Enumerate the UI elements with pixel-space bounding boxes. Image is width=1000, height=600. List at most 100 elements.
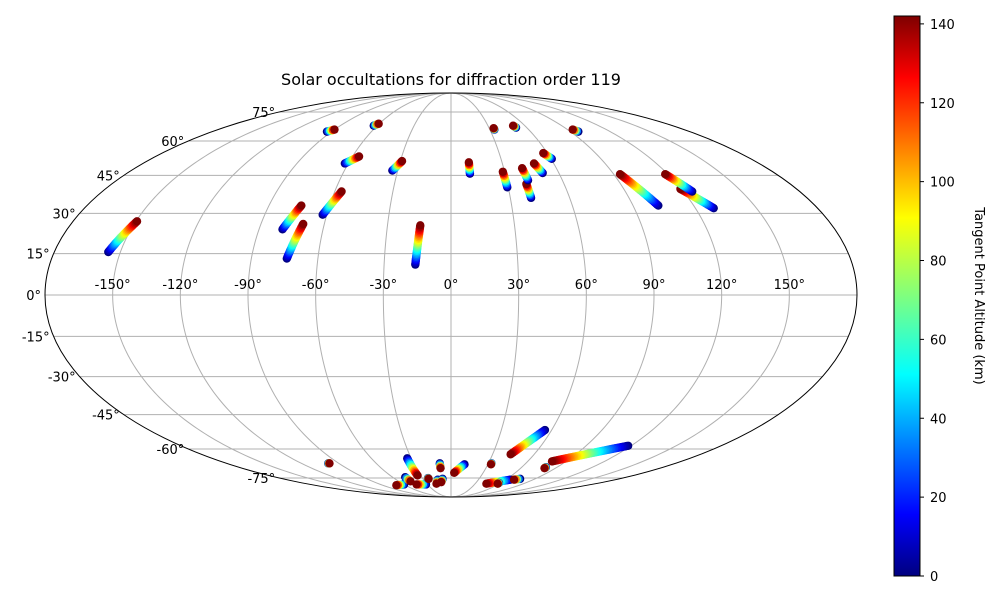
longitude-tick-label: -150° (95, 278, 131, 293)
occultation-track (340, 152, 364, 168)
lon-gridline (450, 93, 520, 497)
occultation-point (413, 471, 422, 480)
longitude-tick-label: 30° (507, 278, 530, 293)
longitude-tick-label: -60° (302, 278, 330, 293)
occultation-point (506, 450, 515, 459)
latitude-tick-label: 30° (53, 207, 76, 222)
occultation-track (540, 463, 551, 473)
occultation-track (318, 187, 346, 219)
colorbar-tick-label: 80 (930, 255, 947, 270)
occultation-track (324, 459, 334, 468)
occultation-track (423, 473, 433, 484)
latitude-tick-label: -45° (92, 409, 120, 424)
occultation-track (411, 221, 425, 269)
map-grid (45, 93, 857, 497)
occultation-point (392, 481, 401, 490)
latitude-tick-label: 75° (252, 106, 275, 121)
occultation-point (486, 460, 496, 469)
occultation-track (435, 459, 445, 473)
latitude-labels: -75° -60° -45° -30° -15° 0° 15° 30° 45° 60° 75° (22, 106, 275, 487)
latitude-tick-label: 0° (26, 289, 41, 304)
occultation-point (615, 169, 625, 179)
occultation-point (354, 152, 364, 161)
occultation-point (482, 479, 491, 488)
occultation-point (412, 480, 421, 489)
lon-gridline (112, 93, 452, 497)
occultation-track (401, 472, 415, 486)
colorbar-tick-label: 100 (930, 176, 955, 191)
latitude-tick-label: 45° (97, 169, 120, 184)
occultation-track (388, 156, 407, 175)
occultation-point (437, 477, 446, 487)
colorbar (893, 15, 921, 577)
occultation-track (547, 441, 633, 466)
occultation-track (437, 474, 447, 487)
occultation-track (322, 125, 339, 136)
chart-title: Solar occultations for diffraction order… (281, 70, 621, 89)
longitude-tick-label: 60° (575, 278, 598, 293)
colorbar-ticks: 0 20 40 60 80 100 120 140 (920, 18, 955, 585)
map-boundary (44, 92, 858, 498)
lon-gridline (315, 93, 452, 497)
occultation-point (493, 479, 502, 488)
occultation-point (498, 167, 508, 176)
occultation-track (493, 478, 504, 488)
occultation-track (508, 121, 521, 132)
latitude-tick-label: -15° (22, 330, 50, 345)
longitude-tick-label: 0° (444, 278, 459, 293)
longitude-tick-label: 120° (706, 278, 737, 293)
occultation-point (436, 463, 445, 473)
longitude-tick-label: -120° (162, 278, 198, 293)
occultation-track (489, 124, 499, 134)
lon-gridline (450, 93, 790, 497)
longitude-tick-label: 90° (642, 278, 665, 293)
colorbar-tick-label: 20 (930, 491, 947, 506)
colorbar-tick-label: 0 (930, 570, 938, 585)
occultation-track (464, 158, 475, 178)
longitude-tick-label: 150° (774, 278, 805, 293)
occultation-point (450, 468, 459, 477)
longitude-labels: -150° -120° -90° -60° -30° 0° 30° 60° 90° 120° 150… (95, 278, 805, 293)
longitude-tick-label: -30° (369, 278, 397, 293)
occultation-track (539, 148, 556, 164)
lon-gridline (382, 93, 452, 497)
occultation-point (299, 219, 308, 229)
occultation-track (529, 159, 547, 178)
lon-gridline (450, 93, 587, 497)
occultation-point (568, 125, 577, 134)
occultation-point (297, 201, 306, 210)
occultation-track (392, 480, 409, 490)
colorbar-tick-label: 40 (930, 412, 947, 427)
occultation-point (508, 121, 518, 130)
colorbar-label: Tangent Point Altitude (km) (971, 206, 986, 384)
occultation-track (661, 169, 697, 196)
colorbar-tick-label: 120 (930, 97, 955, 112)
latitude-tick-label: -75° (247, 472, 275, 487)
occultation-point (539, 148, 548, 158)
lon-gridline (179, 93, 452, 497)
occultation-track (498, 167, 512, 192)
occultation-tracks (104, 119, 718, 490)
occultation-point (661, 169, 670, 179)
occultation-point (547, 457, 557, 466)
occultation-track (517, 163, 533, 185)
occultation-point (529, 159, 539, 168)
occultation-point (416, 221, 425, 230)
occultation-point (517, 163, 527, 173)
occultation-track (412, 480, 431, 489)
occultation-point (509, 475, 519, 484)
occultation-track (450, 460, 469, 477)
latitude-tick-label: -30° (48, 371, 76, 386)
latitude-tick-label: -60° (157, 443, 185, 458)
occultation-track (568, 125, 583, 136)
occultation-track (369, 119, 383, 130)
occultation-track (509, 474, 525, 484)
occultation-point (132, 217, 142, 226)
occultation-point (424, 474, 433, 484)
lon-gridline (450, 93, 655, 497)
occultation-point (540, 463, 549, 473)
occultation-track (506, 425, 550, 459)
occultation-point (330, 125, 339, 134)
occultation-track (282, 219, 308, 263)
lon-gridline (247, 93, 452, 497)
